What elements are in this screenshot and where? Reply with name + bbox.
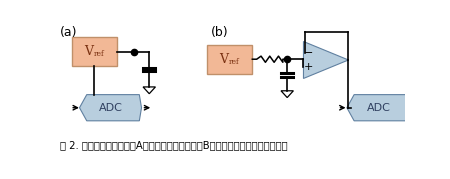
Text: ref: ref (229, 58, 240, 66)
FancyBboxPatch shape (207, 45, 252, 74)
Text: ADC: ADC (99, 103, 123, 113)
Text: +: + (304, 62, 314, 72)
Polygon shape (281, 91, 293, 98)
Text: ref: ref (94, 50, 104, 58)
Text: 图 2. 电压基准通常需要（A）一只旁路电容，或（B）一只带缓冲放大器的电容。: 图 2. 电压基准通常需要（A）一只旁路电容，或（B）一只带缓冲放大器的电容。 (60, 140, 288, 150)
Polygon shape (303, 42, 348, 78)
Polygon shape (143, 87, 155, 94)
Text: V: V (219, 53, 228, 66)
Text: ADC: ADC (367, 103, 391, 113)
Text: (b): (b) (211, 26, 229, 39)
FancyBboxPatch shape (72, 37, 117, 66)
Polygon shape (80, 95, 141, 121)
Polygon shape (347, 95, 409, 121)
Text: (a): (a) (60, 26, 77, 39)
Text: −: − (304, 48, 314, 58)
Text: V: V (84, 45, 93, 58)
